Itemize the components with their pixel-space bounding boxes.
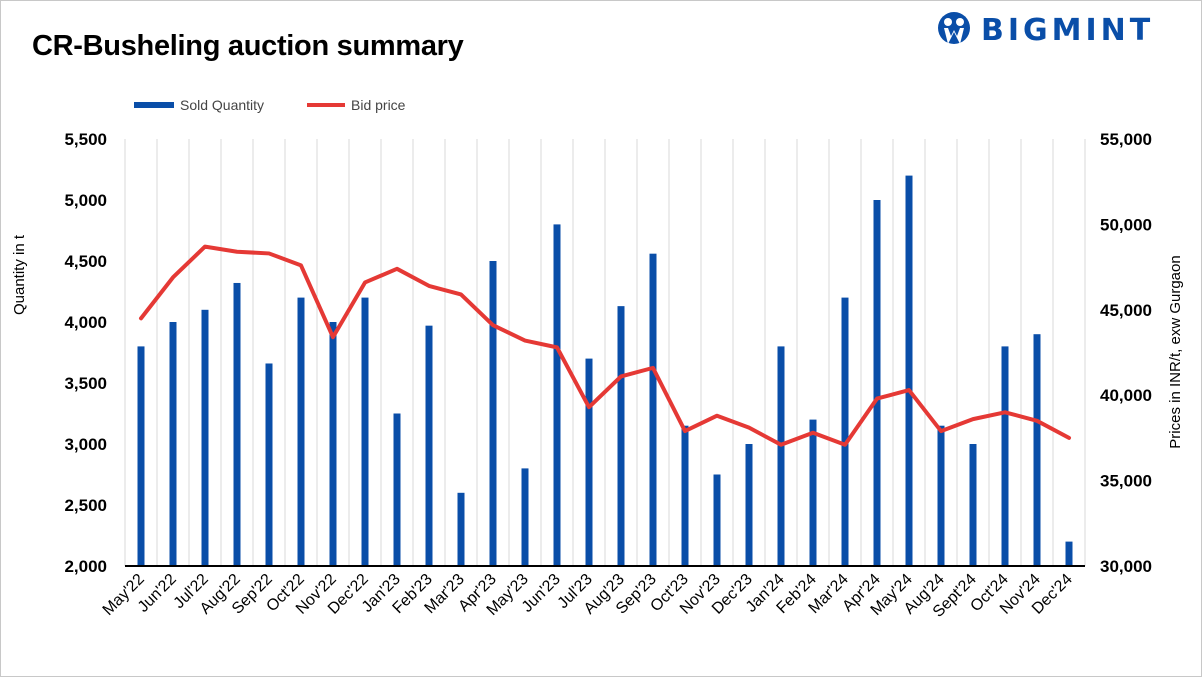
y2-axis-title: Prices in INR/t, exw Gurgaon [1167,255,1184,448]
bar-sold-quantity [617,306,625,566]
bigmint-logo: BIGMINT [937,10,1154,50]
bar-sold-quantity [937,425,945,566]
bar-sold-quantity [457,492,465,566]
bar-sold-quantity [393,413,401,566]
bar-sold-quantity [521,468,529,566]
bar-sold-quantity [585,358,593,566]
legend-label-sold-quantity: Sold Quantity [180,97,264,113]
bar-sold-quantity [1065,541,1073,566]
bar-sold-quantity [361,297,369,566]
bar-sold-quantity [777,346,785,566]
bar-sold-quantity [681,425,689,566]
y-tick-label: 2,000 [64,557,107,576]
y2-tick-label: 30,000 [1100,557,1152,576]
y-tick-label: 5,500 [64,130,107,149]
y-axis-title: Quantity in t [11,234,28,315]
line-bid-price [139,244,1071,447]
x-tick-label: May'22 [100,571,148,619]
y-tick-label: 4,000 [64,313,107,332]
bar-sold-quantity [873,200,881,566]
y-tick-label: 5,000 [64,191,107,210]
chart-title: CR-Busheling auction summary [32,30,464,62]
y2-tick-label: 45,000 [1100,301,1152,320]
legend-label-bid-price: Bid price [351,97,406,113]
bar-sold-quantity [841,297,849,566]
bar-sold-quantity [137,346,145,566]
bigmint-logo-icon [938,12,970,44]
bar-sold-quantity [265,363,273,566]
y-tick-label: 3,000 [64,435,107,454]
bar-sold-quantity [1001,346,1009,566]
y-tick-label: 4,500 [64,252,107,271]
bar-sold-quantity [425,325,433,566]
bar-sold-quantity [905,175,913,566]
bar-sold-quantity [169,322,177,566]
y2-tick-label: 40,000 [1100,386,1152,405]
legend-swatch-sold-quantity [134,102,174,108]
y2-tick-label: 50,000 [1100,215,1152,234]
y2-tick-label: 55,000 [1100,130,1152,149]
bar-sold-quantity [809,419,817,566]
bar-sold-quantity [649,253,657,566]
bar-sold-quantity [233,282,241,566]
y-tick-label: 2,500 [64,496,107,515]
bar-sold-quantity [553,224,561,566]
bar-sold-quantity [297,297,305,566]
logo-text: BIGMINT [981,12,1155,48]
bar-sold-quantity [745,444,753,566]
y2-tick-label: 35,000 [1100,472,1152,491]
bar-sold-quantity [489,261,497,566]
y-tick-label: 3,500 [64,374,107,393]
bar-sold-quantity [201,309,209,566]
bar-sold-quantity [969,444,977,566]
bar-sold-quantity [1033,334,1041,566]
bar-sold-quantity [713,474,721,566]
bar-sold-quantity [329,322,337,566]
